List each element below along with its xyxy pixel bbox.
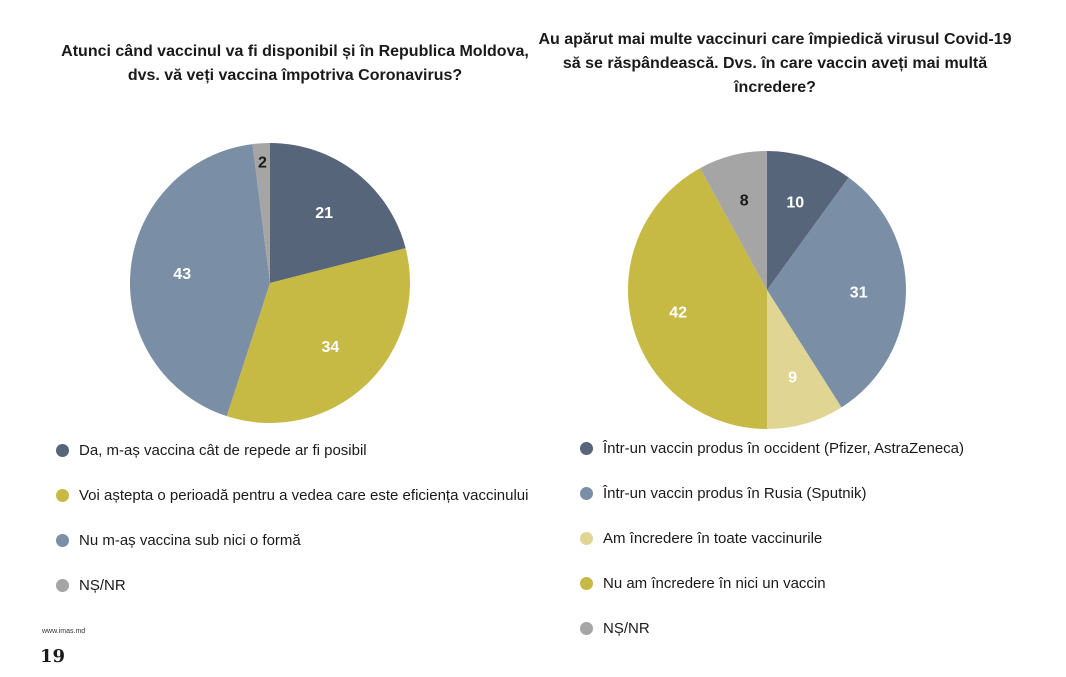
legend-vaccination-intent: Da, m-aș vaccina cât de repede ar fi pos… — [56, 440, 536, 620]
legend-label: Da, m-aș vaccina cât de repede ar fi pos… — [79, 442, 367, 459]
legend-label: Într-un vaccin produs în occident (Pfize… — [603, 440, 965, 457]
pie-data-label: 31 — [850, 284, 868, 301]
pie-slice — [129, 144, 270, 417]
pie-slice — [767, 177, 906, 408]
legend-label: Nu am încredere în nici un vaccin — [603, 575, 826, 592]
legend-item: Într-un vaccin produs în occident (Pfize… — [580, 438, 1050, 459]
legend-swatch — [580, 577, 593, 590]
legend-label: Nu m-aș vaccina sub nici o formă — [79, 532, 301, 549]
legend-swatch — [56, 534, 69, 547]
chart-title-vaccine-trust: Au apărut mai multe vaccinuri care împie… — [538, 31, 1012, 96]
legend-item: Da, m-aș vaccina cât de repede ar fi pos… — [56, 440, 536, 461]
legend-swatch — [580, 487, 593, 500]
legend-item: Într-un vaccin produs în Rusia (Sputnik) — [580, 483, 1050, 504]
pie-slice — [270, 143, 406, 283]
pie-slice — [252, 143, 270, 283]
pie-chart-vaccination-intent: 21 34 43 2 — [129, 143, 410, 424]
legend-label: NȘ/NR — [79, 577, 126, 594]
page-number: 19 — [40, 646, 66, 667]
pie-data-label: 42 — [669, 304, 687, 321]
pie-slice — [226, 248, 410, 424]
legend-label: Voi aștepta o perioadă pentru a vedea ca… — [79, 487, 529, 504]
legend-swatch — [580, 532, 593, 545]
legend-item: NȘ/NR — [56, 575, 536, 596]
pie-slice — [627, 168, 767, 429]
legend-vaccine-trust: Într-un vaccin produs în occident (Pfize… — [580, 438, 1050, 663]
pie-data-label: 10 — [786, 194, 804, 211]
pie-data-label: 34 — [322, 339, 340, 356]
legend-label: Am încredere în toate vaccinurile — [603, 530, 823, 547]
legend-label: NȘ/NR — [603, 620, 650, 637]
legend-item: Voi aștepta o perioadă pentru a vedea ca… — [56, 485, 536, 506]
legend-item: Nu m-aș vaccina sub nici o formă — [56, 530, 536, 551]
legend-swatch — [56, 489, 69, 502]
legend-item: NȘ/NR — [580, 618, 1050, 639]
pie-slice — [700, 151, 767, 290]
pie-data-label: 21 — [315, 205, 333, 222]
legend-item: Am încredere în toate vaccinurile — [580, 528, 1050, 549]
pie-slice — [767, 290, 842, 429]
pie-data-label: 8 — [740, 193, 749, 210]
footer-url: www.imas.md — [42, 628, 86, 635]
chart-title-vaccination-intent: Atunci când vaccinul va fi disponibil și… — [61, 43, 529, 84]
legend-swatch — [580, 442, 593, 455]
legend-swatch — [56, 579, 69, 592]
legend-label: Într-un vaccin produs în Rusia (Sputnik) — [603, 485, 867, 502]
pie-data-label: 2 — [258, 154, 267, 171]
pie-data-label: 43 — [173, 266, 191, 283]
pie-chart-vaccine-trust: 10 31 9 42 8 — [627, 151, 906, 429]
legend-swatch — [580, 622, 593, 635]
pie-slice — [767, 151, 849, 290]
legend-item: Nu am încredere în nici un vaccin — [580, 573, 1050, 594]
legend-swatch — [56, 444, 69, 457]
pie-data-label: 9 — [788, 370, 797, 387]
